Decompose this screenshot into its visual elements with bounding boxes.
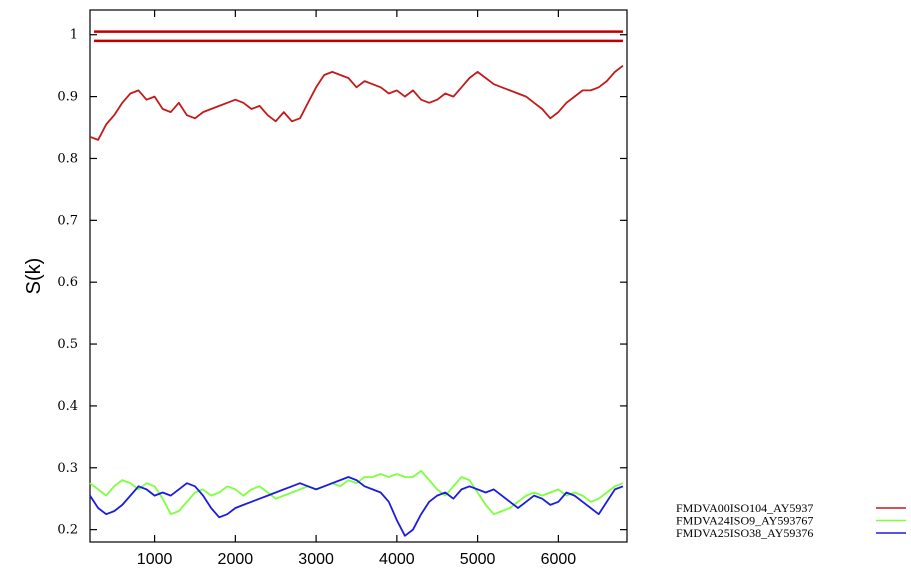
y-tick-label: 0.5 [57, 337, 78, 352]
y-tick-label: 1 [70, 28, 78, 43]
series-line [89, 476, 624, 537]
series-line [89, 469, 624, 516]
reference-lines [94, 30, 623, 43]
series-line [89, 64, 624, 141]
x-tick-label: 6000 [541, 551, 577, 568]
legend-label: FMDVA24ISO9_AY593767 [676, 514, 813, 528]
x-tick-label: 2000 [218, 551, 254, 568]
x-tick-label: 5000 [460, 551, 496, 568]
y-tick-label: 0.8 [57, 151, 78, 166]
y-axis: 0.2 0.3 0.4 0.5 0.6 0.7 0.8 0.9 1 [57, 28, 627, 538]
y-tick-label: 0.3 [57, 461, 78, 476]
plot-frame [89, 9, 628, 543]
x-tick-label: 1000 [137, 551, 173, 568]
x-tick-label: 3000 [298, 551, 334, 568]
x-tick-label: 4000 [379, 551, 415, 568]
legend: FMDVA00ISO104_AY5937FMDVA24ISO9_AY593767… [676, 501, 906, 540]
legend-label: FMDVA25ISO38_AY59376 [676, 526, 813, 540]
x-axis: 1000 2000 3000 4000 5000 6000 [137, 10, 576, 568]
y-tick-label: 0.9 [57, 90, 78, 105]
y-tick-label: 0.4 [57, 399, 78, 414]
y-tick-label: 0.6 [57, 275, 78, 290]
y-axis-label: S(k) [23, 258, 45, 295]
y-tick-label: 0.7 [57, 213, 78, 228]
legend-label: FMDVA00ISO104_AY5937 [676, 501, 813, 515]
y-tick-label: 0.2 [57, 523, 78, 538]
series-lines [89, 64, 624, 537]
